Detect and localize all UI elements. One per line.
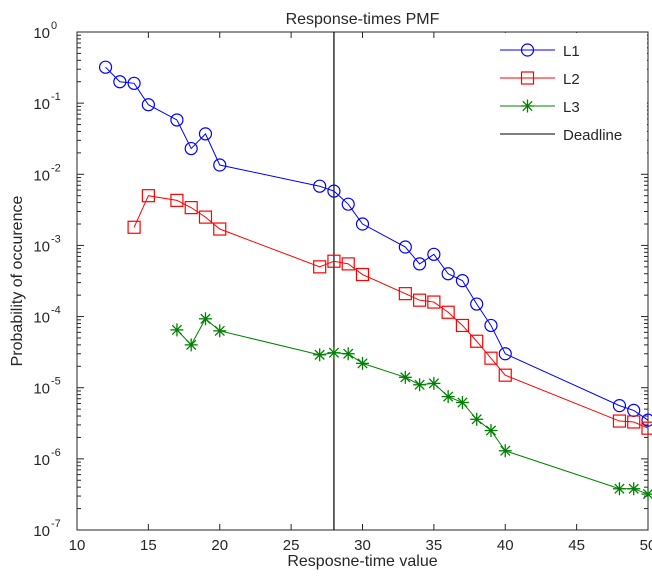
data-point-l3: [442, 390, 455, 403]
data-point-l3: [413, 378, 426, 391]
x-tick-label: 50: [640, 537, 652, 554]
y-tick-label: 10: [33, 167, 50, 184]
data-point-l3: [342, 347, 355, 360]
y-tick-exponent: -2: [51, 162, 61, 174]
y-axis-label: Probability of occurence: [9, 196, 26, 367]
y-tick-exponent: -4: [51, 305, 61, 317]
data-point-l3: [642, 488, 652, 501]
data-point-l1: [100, 61, 112, 73]
y-tick-label: 10: [33, 381, 50, 398]
y-tick-label: 10: [33, 25, 50, 42]
x-tick-label: 20: [211, 537, 228, 554]
series-line-l3: [177, 319, 648, 494]
x-tick-label: 35: [426, 537, 443, 554]
data-point-l3: [199, 312, 212, 325]
series-line-l2: [134, 196, 648, 428]
y-tick-exponent: 0: [51, 20, 57, 32]
x-tick-label: 15: [140, 537, 157, 554]
data-point-l3: [456, 396, 469, 409]
x-tick-label: 30: [354, 537, 371, 554]
y-tick-label: 10: [33, 523, 50, 540]
data-point-l3: [427, 377, 440, 390]
y-tick-label: 10: [33, 310, 50, 327]
y-tick-exponent: -5: [51, 376, 61, 388]
x-tick-label: 25: [283, 537, 300, 554]
legend-label-l3: L3: [563, 99, 580, 116]
data-point-l3: [170, 323, 183, 336]
y-tick-exponent: -6: [51, 447, 61, 459]
data-point-l3: [484, 424, 497, 437]
data-point-l3: [627, 482, 640, 495]
data-point-l3: [327, 346, 340, 359]
data-point-l3: [213, 324, 226, 337]
y-tick-exponent: -1: [51, 91, 61, 103]
legend-marker-l3: [521, 100, 534, 113]
y-tick-label: 10: [33, 238, 50, 255]
y-tick-label: 10: [33, 452, 50, 469]
data-point-l3: [470, 413, 483, 426]
data-point-l3: [399, 371, 412, 384]
plot-area: 10152025303540455010010-110-210-310-410-…: [33, 20, 652, 554]
x-tick-label: 10: [69, 537, 86, 554]
x-tick-label: 45: [568, 537, 585, 554]
data-point-l3: [356, 357, 369, 370]
y-tick-label: 10: [33, 96, 50, 113]
chart-title: Response-times PMF: [286, 11, 440, 28]
x-axis-label: Resposne-time value: [287, 553, 437, 570]
data-point-l3: [185, 338, 198, 351]
data-point-l3: [613, 482, 626, 495]
y-tick-exponent: -3: [51, 233, 61, 245]
legend-label-l1: L1: [563, 43, 580, 60]
legend-label-l2: L2: [563, 71, 580, 88]
data-point-l3: [499, 444, 512, 457]
x-tick-label: 40: [497, 537, 514, 554]
legend: L1 L2 L3 Deadline: [492, 33, 647, 163]
y-tick-exponent: -7: [51, 518, 61, 530]
data-point-l3: [313, 348, 326, 361]
legend-label-deadline: Deadline: [563, 127, 622, 144]
